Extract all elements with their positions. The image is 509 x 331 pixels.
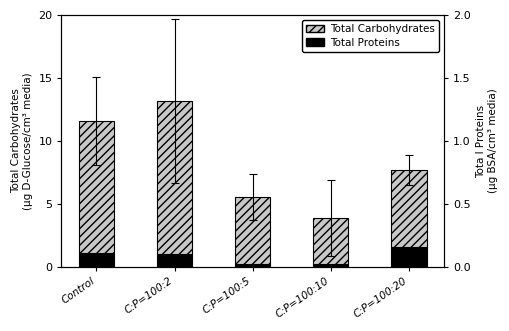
Bar — [313, 264, 349, 267]
Legend: Total Carbohydrates, Total Proteins: Total Carbohydrates, Total Proteins — [301, 20, 439, 52]
Bar — [157, 101, 192, 254]
Bar — [235, 197, 270, 264]
Bar — [391, 170, 427, 247]
Bar — [235, 264, 270, 267]
Bar — [391, 247, 427, 267]
Y-axis label: Tota l Proteins
(μg BSA/cm³ media): Tota l Proteins (μg BSA/cm³ media) — [476, 89, 498, 193]
Bar — [313, 218, 349, 264]
Bar — [157, 254, 192, 267]
Bar — [79, 253, 114, 267]
Y-axis label: Total Carbohydrates
(μg D-Glucose/cm³ media): Total Carbohydrates (μg D-Glucose/cm³ me… — [11, 72, 33, 210]
Bar — [79, 121, 114, 253]
